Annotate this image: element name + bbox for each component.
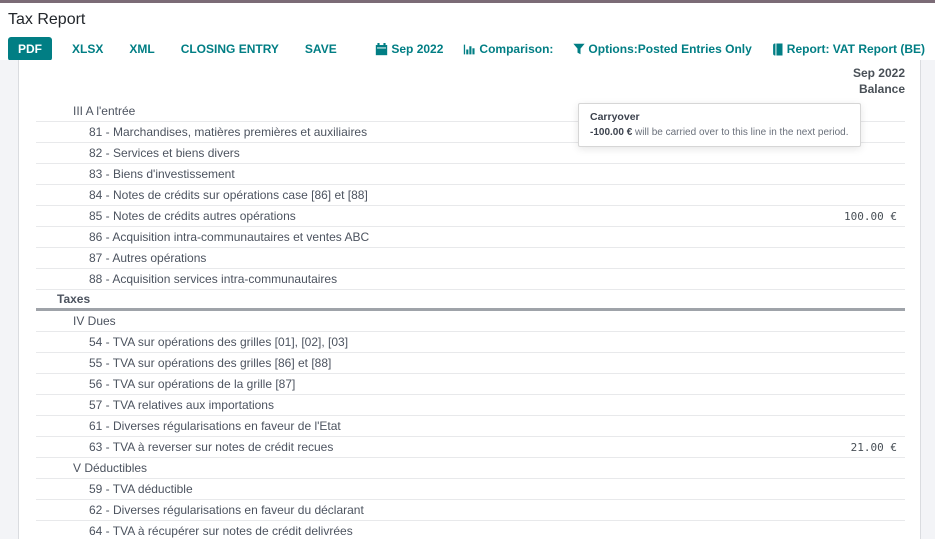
table-row[interactable]: 56 - TVA sur opérations de la grille [87…	[36, 374, 905, 395]
comparison-filter-label: Comparison:	[479, 42, 554, 56]
table-row[interactable]: 83 - Biens d'investissement	[36, 164, 905, 185]
report-filter[interactable]: Report: VAT Report (BE)	[772, 42, 925, 56]
table-row[interactable]: 61 - Diverses régularisations en faveur …	[36, 416, 905, 437]
xlsx-button[interactable]: XLSX	[66, 37, 109, 61]
row-label: 81 - Marchandises, matières premières et…	[89, 125, 368, 139]
column-header-period: Sep 2022	[852, 66, 905, 80]
filter-funnel-icon	[573, 43, 586, 55]
period-filter-label: Sep 2022	[391, 42, 444, 56]
table-row[interactable]: 81 - Marchandises, matières premières et…	[36, 122, 905, 143]
table-row[interactable]: Taxes	[36, 290, 905, 311]
table-row[interactable]: 82 - Services et biens divers	[36, 143, 905, 164]
table-row[interactable]: 86 - Acquisition intra-communautaires et…	[36, 227, 905, 248]
book-icon	[772, 43, 783, 55]
row-label: 84 - Notes de crédits sur opérations cas…	[89, 188, 368, 202]
comparison-filter[interactable]: Comparison:	[463, 42, 553, 56]
pdf-button[interactable]: PDF	[8, 37, 52, 61]
row-label: 59 - TVA déductible	[89, 482, 193, 496]
row-label: Taxes	[57, 292, 91, 306]
period-filter[interactable]: Sep 2022	[375, 42, 443, 56]
tooltip-amount: -100.00 €	[590, 127, 633, 138]
row-label: 54 - TVA sur opérations des grilles [01]…	[89, 335, 349, 349]
filter-group: Sep 2022 Comparison: Options:Posted	[375, 42, 927, 56]
options-filter-label: Options:Posted Entries Only	[588, 42, 752, 56]
row-label: 83 - Biens d'investissement	[89, 167, 235, 181]
toolbar: PDF XLSX XML CLOSING ENTRY SAVE Sep 2022	[8, 37, 927, 61]
row-balance-value[interactable]: 21.00 €	[850, 440, 897, 454]
row-label: 64 - TVA à récupérer sur notes de crédit…	[89, 524, 353, 538]
row-label: 63 - TVA à reverser sur notes de crédit …	[89, 440, 334, 454]
column-header-balance: Balance	[858, 82, 905, 96]
row-label: 88 - Acquisition services intra-communau…	[89, 272, 338, 286]
table-row[interactable]: V Déductibles	[36, 458, 905, 479]
table-row[interactable]: 55 - TVA sur opérations des grilles [86]…	[36, 353, 905, 374]
tooltip-title: Carryover	[590, 111, 640, 123]
table-row[interactable]: 54 - TVA sur opérations des grilles [01]…	[36, 332, 905, 353]
table-row[interactable]: III A l'entrée	[36, 101, 905, 122]
save-button[interactable]: SAVE	[299, 37, 343, 61]
top-accent-bar	[0, 0, 935, 3]
table-row[interactable]: 87 - Autres opérations	[36, 248, 905, 269]
action-buttons: PDF XLSX XML CLOSING ENTRY SAVE	[8, 37, 343, 61]
report-content: Sep 2022 Balance III A l'entrée 81 - Mar…	[0, 60, 935, 539]
row-label: 85 - Notes de crédits autres opérations	[89, 209, 296, 223]
table-row[interactable]: 62 - Diverses régularisations en faveur …	[36, 500, 905, 521]
table-row[interactable]: 57 - TVA relatives aux importations	[36, 395, 905, 416]
row-balance-value[interactable]: 100.00 €	[844, 209, 897, 223]
table-row[interactable]: 88 - Acquisition services intra-communau…	[36, 269, 905, 290]
table-row[interactable]: IV Dues	[36, 311, 905, 332]
row-label: V Déductibles	[73, 461, 148, 475]
row-label: 86 - Acquisition intra-communautaires et…	[89, 230, 370, 244]
row-label: IV Dues	[73, 314, 116, 328]
control-panel: Tax Report PDF XLSX XML CLOSING ENTRY SA…	[0, 3, 935, 61]
table-row[interactable]: 59 - TVA déductible	[36, 479, 905, 500]
closing-entry-button[interactable]: CLOSING ENTRY	[175, 37, 285, 61]
calendar-icon	[376, 42, 388, 55]
report-filter-label: Report: VAT Report (BE)	[786, 42, 925, 56]
row-label: 55 - TVA sur opérations des grilles [86]…	[89, 356, 332, 370]
row-label: III A l'entrée	[73, 104, 136, 118]
table-row[interactable]: 64 - TVA à récupérer sur notes de crédit…	[36, 521, 905, 539]
options-filter[interactable]: Options:Posted Entries Only	[573, 42, 752, 56]
bar-chart-icon	[464, 44, 475, 54]
tooltip-text: will be carried over to this line in the…	[635, 127, 849, 138]
row-label: 82 - Services et biens divers	[89, 146, 240, 160]
row-label: 57 - TVA relatives aux importations	[89, 398, 274, 412]
xml-button[interactable]: XML	[123, 37, 160, 61]
column-headers: Sep 2022 Balance	[19, 60, 920, 97]
row-label: 61 - Diverses régularisations en faveur …	[89, 419, 341, 433]
table-row[interactable]: 63 - TVA à reverser sur notes de crédit …	[36, 437, 905, 458]
row-label: 56 - TVA sur opérations de la grille [87…	[89, 377, 296, 391]
table-row[interactable]: 84 - Notes de crédits sur opérations cas…	[36, 185, 905, 206]
table-rows: III A l'entrée 81 - Marchandises, matièr…	[36, 101, 905, 539]
row-label: 87 - Autres opérations	[89, 251, 207, 265]
table-row[interactable]: 85 - Notes de crédits autres opérations …	[36, 206, 905, 227]
page-title: Tax Report	[8, 11, 86, 28]
tooltip-body: -100.00 € will be carried over to this l…	[590, 127, 849, 138]
row-label: 62 - Diverses régularisations en faveur …	[89, 503, 364, 517]
carryover-tooltip: Carryover -100.00 € will be carried over…	[578, 103, 861, 147]
